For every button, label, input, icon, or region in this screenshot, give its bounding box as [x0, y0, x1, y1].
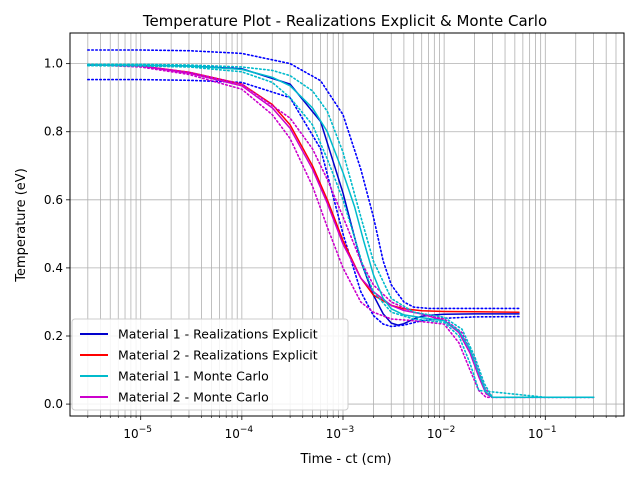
x-axis-label: Time - ct (cm) [299, 452, 391, 467]
legend-label: Material 1 - Monte Carlo [118, 369, 269, 384]
y-tick-label: 1.0 [44, 57, 63, 71]
series-line-7-band [87, 63, 595, 399]
series-line-3-band [87, 78, 520, 328]
series-line-1 [87, 64, 520, 326]
series-line-2-band [87, 49, 520, 310]
x-tick-label: 10−2 [427, 425, 456, 441]
x-tick-label: 10−1 [528, 425, 557, 441]
series-line-5 [87, 63, 595, 399]
y-tick-label: 0.0 [44, 397, 63, 411]
legend-box [71, 318, 349, 411]
chart-title: Temperature Plot - Realizations Explicit… [142, 12, 547, 30]
series-line-8 [87, 64, 595, 399]
y-tick-label: 0.6 [44, 193, 63, 207]
legend-label: Material 2 - Monte Carlo [118, 390, 269, 405]
plot-frame [69, 32, 625, 417]
series-layer [87, 49, 595, 399]
series-line-9-band [87, 63, 595, 399]
x-tick-label: 10−3 [326, 425, 355, 441]
legend-label: Material 1 - Realizations Explicit [118, 327, 318, 342]
legend-label: Material 2 - Realizations Explicit [118, 348, 318, 363]
legend: Material 1 - Realizations Explicit Materi… [71, 318, 349, 411]
x-tick-label: 10−4 [225, 425, 254, 441]
x-tick-label: 10−5 [123, 425, 152, 441]
y-tick-label: 0.8 [44, 125, 63, 139]
y-axis-label: Temperature (eV) [14, 168, 29, 283]
series-line-10-band [87, 64, 595, 399]
y-tick-label: 0.2 [44, 329, 63, 343]
series-line-4 [87, 63, 520, 313]
y-tick-label: 0.4 [44, 261, 63, 275]
